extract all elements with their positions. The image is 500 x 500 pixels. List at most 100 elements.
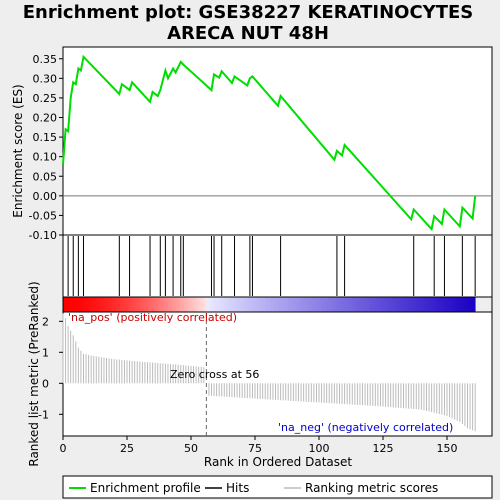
heat-bar-cell	[63, 297, 66, 312]
heat-bar-cell	[70, 297, 74, 312]
heat-bar-cell	[229, 297, 233, 312]
heat-bar-cell	[303, 297, 307, 312]
heat-bar-cell	[86, 297, 89, 312]
heat-bar-cell	[239, 297, 243, 312]
heat-bar-cell	[390, 297, 394, 312]
heat-bar-cell	[119, 297, 123, 312]
heat-bar-cell	[413, 297, 417, 312]
heat-bar-cell	[65, 297, 69, 312]
heat-bar-cell	[226, 297, 230, 312]
es-y-tick-label: 0.10	[33, 151, 58, 164]
heat-bar-cell	[319, 297, 322, 312]
x-tick-label: 25	[120, 442, 134, 455]
heat-bar-cell	[91, 297, 95, 312]
heat-bar-cell	[73, 297, 77, 312]
heat-bar-cell	[280, 297, 284, 312]
heat-bar-cell	[447, 297, 450, 312]
rank-y-tick-label: 0	[42, 377, 49, 390]
heat-bar-cell	[329, 297, 333, 312]
heat-bar-cell	[265, 297, 269, 312]
heat-bar-cell	[283, 297, 287, 312]
heat-bar-cell	[88, 297, 92, 312]
heat-bar-cell	[411, 297, 415, 312]
heat-bar-cell	[449, 297, 453, 312]
heat-bar-cell	[339, 297, 343, 312]
x-axis-label: Rank in Ordered Dataset	[204, 455, 352, 469]
heat-bar-cell	[157, 297, 161, 312]
heat-bar-cell	[262, 297, 266, 312]
heat-bar-cell	[429, 297, 433, 312]
heat-bar-cell	[357, 297, 361, 312]
heat-bar-cell	[231, 297, 235, 312]
rank-x-axis: 0 25 50 75 100 125 150	[60, 436, 458, 455]
heat-bar-cell	[352, 297, 356, 312]
heat-bar-cell	[444, 297, 448, 312]
heat-bar-cell	[191, 297, 194, 312]
heat-bar-cell	[278, 297, 281, 312]
heat-bar-cell	[459, 297, 463, 312]
heat-bar-cell	[255, 297, 258, 312]
heat-bar-cell	[106, 297, 110, 312]
es-y-tick-label: -0.05	[29, 209, 57, 222]
heat-bar-cell	[188, 297, 192, 312]
heat-bar-cell	[124, 297, 128, 312]
heat-bar-cell	[288, 297, 292, 312]
heat-bar-cell	[165, 297, 169, 312]
heat-bar-cell	[470, 297, 473, 312]
heat-bar-cell	[114, 297, 118, 312]
heat-bar-cell	[219, 297, 223, 312]
heat-bar-cell	[121, 297, 125, 312]
chart-title-line1: Enrichment plot: GSE38227 KERATINOCYTES	[23, 2, 473, 23]
heat-bar-cell	[370, 297, 374, 312]
heat-bar-cell	[178, 297, 182, 312]
heat-bar-cell	[198, 297, 202, 312]
es-y-tick-label: 0.20	[33, 112, 58, 125]
heat-bar-cell	[139, 297, 143, 312]
es-y-axis: 0.35 0.30 0.25 0.20 0.15 0.10 0.05 0.00 -0.05 -0.…	[29, 53, 63, 242]
heat-bar-cell	[454, 297, 458, 312]
heat-bar-cell	[211, 297, 215, 312]
heat-bar-cell	[75, 297, 79, 312]
heat-bar-cell	[372, 297, 376, 312]
heat-bar-cell	[388, 297, 392, 312]
heat-bar-cell	[321, 297, 325, 312]
es-y-tick-label: 0.35	[33, 53, 58, 66]
x-tick-label: 100	[309, 442, 330, 455]
heat-bar-cell	[385, 297, 389, 312]
heat-bar-cell	[249, 297, 253, 312]
legend-box	[62, 475, 493, 499]
rank-y-axis: 2 1 0 -1	[38, 315, 63, 421]
heat-bar-cell	[301, 297, 305, 312]
rank-y-axis-label: Ranked list metric (PreRanked)	[27, 281, 41, 466]
heat-bar-cell	[103, 297, 107, 312]
heat-bar-cell	[336, 297, 340, 312]
heat-bar-cell	[162, 297, 166, 312]
heat-bar-cell	[224, 297, 228, 312]
hits-group	[62, 236, 476, 296]
heat-bar-cell	[313, 297, 317, 312]
heat-bar-cell	[173, 297, 177, 312]
heat-bar-cell	[362, 297, 366, 312]
heat-bar-cell	[290, 297, 294, 312]
heat-bar-cell	[208, 297, 212, 312]
heat-bar-cell	[426, 297, 430, 312]
es-y-tick-label: 0.00	[33, 190, 58, 203]
es-y-tick-label: 0.15	[33, 131, 58, 144]
heat-bar-cell	[183, 297, 187, 312]
heat-bar-cell	[293, 297, 297, 312]
rank-y-tick-label: 1	[42, 346, 49, 359]
heat-bar-cell	[96, 297, 100, 312]
negative-correlated-label: 'na_neg' (negatively correlated)	[278, 421, 453, 434]
heat-bar-cell	[185, 297, 189, 312]
heat-bar-cell	[467, 297, 471, 312]
heat-bar-cell	[144, 297, 148, 312]
es-y-tick-label: 0.05	[33, 170, 58, 183]
heat-bar-cell	[367, 297, 371, 312]
heat-bar-cell	[221, 297, 225, 312]
es-y-axis-label: Enrichment score (ES)	[11, 84, 25, 217]
es-y-tick-label: 0.30	[33, 72, 58, 85]
heat-bar-cell	[93, 297, 97, 312]
heat-bar-cell	[234, 297, 238, 312]
heat-bar-cell	[431, 297, 435, 312]
x-tick-label: 50	[184, 442, 198, 455]
